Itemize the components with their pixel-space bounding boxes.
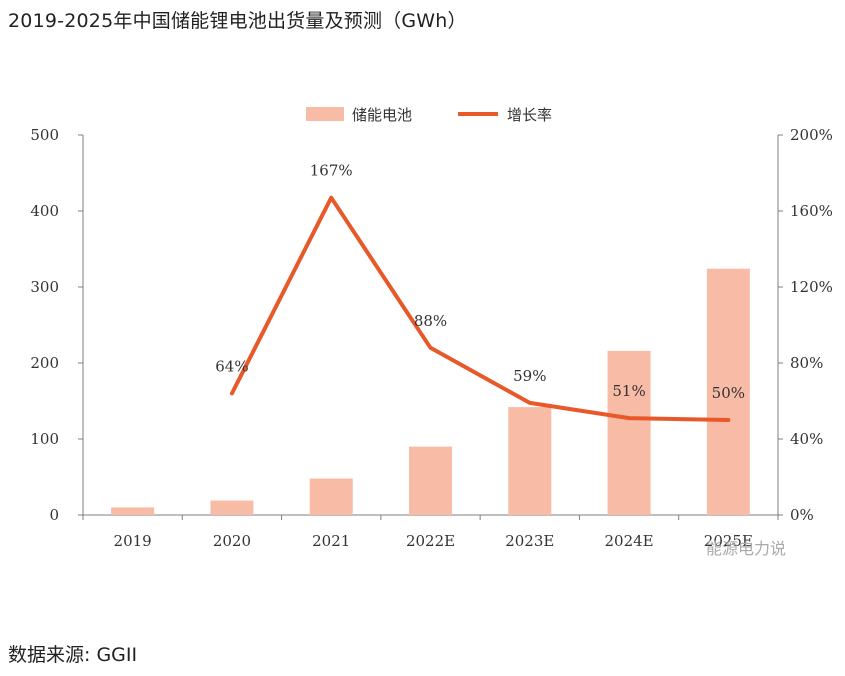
data-labels: 64% 167% 88% 59% 51% 50% xyxy=(215,162,745,402)
right-tick-label: 0% xyxy=(790,506,814,524)
source-note: 数据来源: GGII xyxy=(8,644,138,666)
left-tick-label: 0 xyxy=(49,506,59,524)
legend-line-label: 增长率 xyxy=(507,106,552,124)
bar xyxy=(111,507,155,515)
left-tick-label: 300 xyxy=(30,278,59,296)
right-tick-label: 40% xyxy=(790,430,823,448)
left-tick-label: 400 xyxy=(30,202,59,220)
left-tick-label: 100 xyxy=(30,430,59,448)
right-tick-label: 120% xyxy=(790,278,833,296)
x-tick-label: 2023E xyxy=(505,532,554,550)
x-tick-label: 2021 xyxy=(312,532,350,550)
bar-series xyxy=(111,268,750,515)
x-tick-label: 2022E xyxy=(406,532,455,550)
x-tick-label: 2025E xyxy=(704,532,753,550)
legend-bar-label: 储能电池 xyxy=(352,106,412,124)
bar xyxy=(607,350,651,515)
chart-title: 2019-2025年中国储能锂电池出货量及预测（GWh） xyxy=(8,10,467,32)
growth-rate-label: 51% xyxy=(612,382,645,400)
bar xyxy=(210,500,254,515)
x-tick-label: 2020 xyxy=(213,532,251,550)
bar xyxy=(409,446,452,515)
right-tick-label: 160% xyxy=(790,202,833,220)
right-tick-label: 200% xyxy=(790,126,833,144)
x-tick-label: 2024E xyxy=(605,532,654,550)
left-tick-label: 500 xyxy=(30,126,59,144)
bar xyxy=(706,268,750,515)
x-tick-label: 2019 xyxy=(114,532,152,550)
bar xyxy=(309,478,353,515)
growth-rate-label: 88% xyxy=(414,312,447,330)
growth-rate-label: 167% xyxy=(310,162,353,180)
growth-rate-label: 59% xyxy=(513,367,546,385)
left-tick-label: 200 xyxy=(30,354,59,372)
axes: 0 0% 100 40% 200 80% 300 120% 400 160% 500 200% 2019… xyxy=(30,126,833,550)
watermark: 能源电力说 xyxy=(706,539,787,558)
line-series xyxy=(229,195,731,422)
growth-rate-label: 50% xyxy=(712,384,745,402)
growth-rate-label: 64% xyxy=(215,357,248,375)
legend-bar-swatch xyxy=(306,107,344,121)
legend: 储能电池 增长率 xyxy=(306,106,552,124)
right-tick-label: 80% xyxy=(790,354,823,372)
bar xyxy=(508,407,552,515)
growth-rate-line xyxy=(229,195,731,422)
